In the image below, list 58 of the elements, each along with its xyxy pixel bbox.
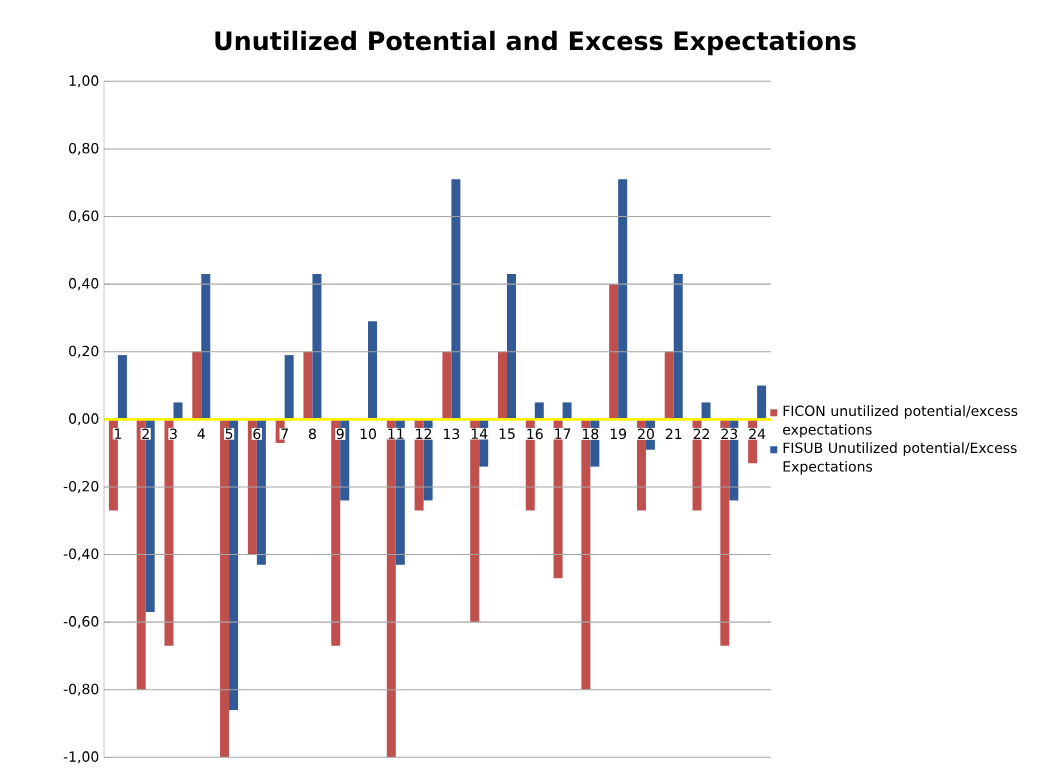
x-tick-label: 13 [444, 428, 460, 440]
y-tick-label: -1,00 [63, 751, 99, 764]
x-tick-label: 4 [197, 428, 205, 439]
bar [701, 402, 711, 420]
x-tick-label: 15 [499, 428, 515, 439]
bar [534, 402, 544, 420]
x-tick-label: 17 [555, 428, 571, 439]
y-tick-label: -0,20 [63, 480, 99, 493]
legend-label: FICON unutilized potential/excess expectations [783, 405, 1018, 438]
chart-title: Unutilized Potential and Excess Expectations [215, 30, 856, 56]
x-tick-label: 22 [693, 428, 710, 439]
x-tick-label: 14 [471, 428, 488, 439]
x-tick-label: 11 [388, 428, 404, 439]
x-tick-label: 5 [225, 428, 233, 439]
bar [451, 179, 461, 420]
bar [312, 273, 322, 420]
bar [757, 385, 767, 420]
y-tick-label: 0,20 [69, 345, 99, 358]
x-tick-label: 3 [170, 428, 177, 440]
bar [609, 284, 619, 420]
x-tick-label: 7 [281, 428, 288, 439]
x-tick-label: 8 [308, 428, 316, 440]
x-tick-label: 9 [336, 428, 344, 440]
bar [201, 273, 211, 420]
x-tick-label: 18 [582, 428, 599, 440]
bar [368, 321, 378, 420]
bar [442, 351, 452, 420]
bar [192, 351, 202, 420]
bar [284, 355, 294, 420]
x-tick-label: 21 [665, 428, 682, 439]
bar [497, 351, 507, 420]
bar [303, 351, 313, 420]
y-tick-label: -0,60 [63, 616, 99, 629]
x-tick-label: 1 [114, 428, 122, 439]
bar [664, 351, 674, 420]
y-tick-label: 0,60 [69, 210, 99, 223]
x-tick-label: 24 [749, 428, 766, 439]
bar [173, 402, 183, 420]
y-tick-label: 0,40 [69, 278, 99, 291]
bar [506, 273, 516, 420]
y-tick-label: -0,80 [63, 683, 99, 696]
y-tick-label: 1,00 [69, 75, 99, 88]
bar [562, 402, 572, 420]
x-tick-label: 10 [360, 428, 376, 440]
bar [618, 179, 628, 420]
x-tick-label: 20 [638, 428, 654, 440]
x-tick-label: 16 [527, 428, 543, 440]
bar [673, 273, 683, 420]
x-tick-label: 19 [610, 428, 627, 440]
x-tick-label: 12 [416, 428, 432, 439]
bar [117, 355, 127, 420]
y-tick-label: 0,00 [69, 413, 99, 426]
x-tick-label: 2 [142, 428, 149, 439]
x-tick-label: 6 [253, 428, 261, 440]
legend-label: FISUB Unutilized potential/Excess Expectations [783, 442, 1017, 475]
y-tick-label: 0,80 [69, 142, 99, 155]
x-tick-label: 23 [721, 428, 738, 440]
y-tick-label: -0,40 [63, 548, 99, 561]
